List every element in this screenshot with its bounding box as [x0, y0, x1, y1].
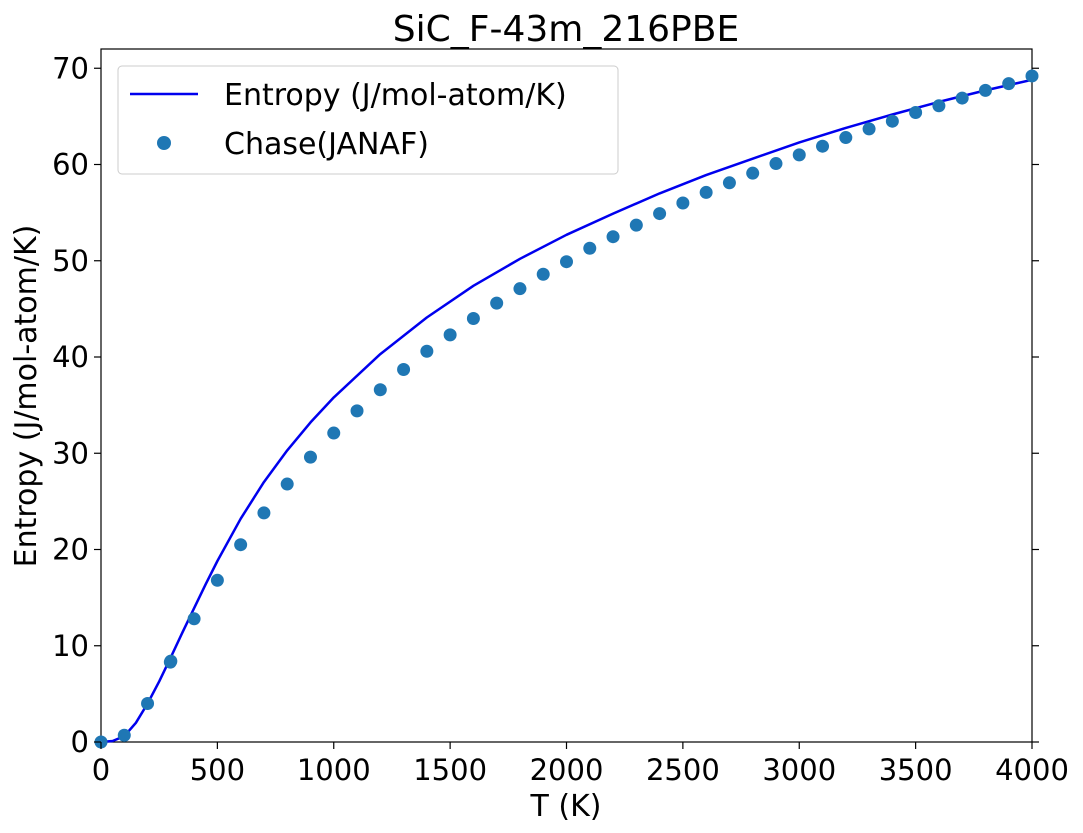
x-tick-label-4: 2000 [530, 753, 604, 787]
chase-point-27 [699, 185, 713, 199]
tick-layer: 0 500 1000 1500 2000 2500 3000 3500 4000 0 10 20 30 4… [52, 51, 1069, 787]
x-tick-label-2: 1000 [297, 753, 371, 787]
chase-point-39 [978, 83, 992, 97]
chase-point-31 [792, 148, 806, 162]
series-layer [94, 69, 1039, 749]
chase-point-2 [141, 697, 155, 710]
chase-point-16 [443, 328, 457, 342]
chase-point-35 [885, 114, 899, 128]
chase-point-6 [210, 573, 224, 587]
chase-point-17 [466, 312, 480, 325]
y-tick-label-7: 70 [52, 51, 89, 85]
chase-point-26 [676, 196, 690, 210]
y-tick-label-3: 30 [52, 436, 89, 470]
chase-point-41 [1025, 69, 1039, 83]
chase-point-14 [397, 363, 411, 377]
legend-label-chase: Chase(JANAF) [224, 127, 429, 162]
y-tick-label-0: 0 [71, 725, 89, 759]
chase-point-29 [746, 166, 760, 180]
chase-point-18 [490, 296, 504, 310]
x-tick-label-0: 0 [92, 753, 110, 787]
x-tick-label-3: 1500 [413, 753, 487, 787]
legend-marker-swatch [157, 136, 171, 150]
chase-point-25 [653, 207, 667, 221]
y-tick-label-5: 50 [52, 244, 89, 278]
chase-point-34 [862, 122, 876, 136]
x-axis-label: T (K) [530, 789, 602, 824]
chase-point-15 [420, 344, 434, 358]
chase-point-36 [909, 106, 923, 120]
legend-label-entropy: Entropy (J/mol-atom/K) [224, 78, 567, 113]
y-tick-label-4: 40 [52, 340, 89, 374]
y-tick-label-1: 10 [52, 629, 89, 663]
chase-point-9 [280, 477, 294, 491]
chase-point-4 [164, 654, 178, 668]
chase-point-22 [583, 241, 597, 255]
chase-point-13 [373, 383, 387, 397]
y-axis-label: Entropy (J/mol-atom/K) [9, 225, 44, 568]
x-tick-label-7: 3500 [879, 753, 953, 787]
chase-point-5 [187, 612, 201, 626]
legend-box [117, 65, 619, 175]
entropy-line [100, 78, 1033, 744]
y-tick-label-2: 20 [52, 533, 89, 567]
chart-title: SiC_F-43m_216PBE [393, 9, 739, 50]
chase-point-30 [769, 157, 783, 171]
chase-point-8 [257, 506, 271, 520]
x-tick-label-5: 2500 [646, 753, 720, 787]
chase-point-38 [955, 91, 969, 105]
chase-point-40 [1002, 77, 1016, 91]
chase-point-19 [513, 282, 527, 296]
chase-point-21 [560, 255, 573, 269]
x-tick-label-1: 500 [190, 753, 245, 787]
chase-point-20 [536, 267, 550, 281]
y-tick-label-6: 60 [52, 148, 89, 182]
chase-point-23 [606, 230, 620, 244]
chase-point-28 [722, 176, 736, 190]
chase-point-12 [350, 404, 364, 418]
chase-point-10 [303, 450, 317, 464]
x-tick-label-6: 3000 [762, 753, 836, 787]
legend: Entropy (J/mol-atom/K) Chase(JANAF) [117, 65, 619, 175]
chase-point-24 [629, 218, 643, 232]
chase-point-32 [816, 139, 830, 153]
x-tick-label-8: 4000 [995, 753, 1069, 787]
chase-point-11 [327, 426, 341, 440]
chase-point-7 [234, 538, 248, 552]
chase-point-1 [117, 728, 131, 742]
chase-point-37 [932, 99, 946, 113]
chase-point-33 [839, 131, 853, 145]
